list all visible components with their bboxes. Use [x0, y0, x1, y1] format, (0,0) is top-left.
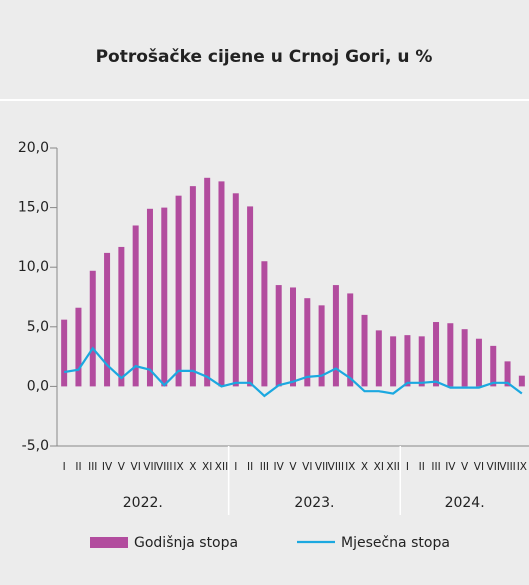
x-tick-label: V — [461, 461, 469, 473]
bar — [390, 336, 397, 387]
bar — [461, 329, 468, 387]
bar — [118, 246, 125, 387]
x-tick-label: VIII — [156, 461, 172, 473]
x-tick-label: IV — [102, 461, 113, 473]
x-tick-label: X — [361, 461, 368, 473]
x-tick-label: IV — [445, 461, 456, 473]
x-tick-label: II — [247, 461, 253, 473]
y-tick-label: 10,0 — [18, 259, 49, 275]
line — [63, 346, 523, 398]
x-tick-label: III — [88, 461, 97, 473]
x-tick-label: II — [419, 461, 425, 473]
bar — [318, 305, 325, 387]
bar — [146, 208, 153, 387]
x-group-label: 2024. — [445, 495, 485, 511]
x-tick-label: VI — [474, 461, 484, 473]
legend-label: Mjesečna stopa — [341, 535, 450, 551]
legend-swatch — [90, 537, 128, 548]
legend-label: Godišnja stopa — [134, 535, 238, 551]
x-tick-label: V — [118, 461, 126, 473]
x-tick-label: VIII — [499, 461, 515, 473]
bar — [189, 186, 196, 387]
x-tick-label: VI — [302, 461, 312, 473]
bar — [361, 314, 368, 387]
x-tick-label: III — [431, 461, 440, 473]
bar — [504, 361, 511, 387]
bar — [247, 206, 254, 387]
x-tick-label: I — [406, 461, 409, 473]
bar — [447, 323, 454, 387]
bar — [518, 375, 525, 387]
x-tick-label: VIII — [328, 461, 344, 473]
x-tick-label: IX — [173, 461, 183, 473]
bar — [304, 298, 311, 387]
x-tick-label: VII — [315, 461, 328, 473]
bar — [161, 207, 168, 387]
bar — [61, 319, 68, 387]
x-tick-label: VII — [143, 461, 156, 473]
bar — [347, 293, 354, 387]
x-tick-label: XII — [386, 461, 399, 473]
x-tick-label: X — [189, 461, 196, 473]
y-tick-label: -5,0 — [22, 438, 49, 454]
bar — [290, 287, 296, 387]
x-tick-label: IX — [517, 461, 527, 473]
bar — [418, 336, 425, 387]
bar — [204, 177, 211, 387]
bar — [490, 345, 497, 387]
chart-title: Potrošačke cijene u Crnoj Gori, u % — [96, 47, 433, 67]
bar — [89, 270, 96, 387]
x-tick-label: XI — [202, 461, 212, 473]
bar — [261, 261, 268, 387]
bar — [175, 195, 182, 387]
bar — [132, 225, 139, 387]
x-tick-label: XII — [215, 461, 228, 473]
x-tick-label: XI — [374, 461, 384, 473]
x-tick-label: IV — [274, 461, 285, 473]
x-tick-label: I — [63, 461, 66, 473]
bar — [433, 322, 440, 387]
bar — [404, 335, 411, 387]
bar — [75, 307, 82, 387]
bar — [375, 330, 382, 387]
x-tick-label: III — [260, 461, 269, 473]
x-tick-label: I — [234, 461, 237, 473]
bar — [104, 252, 111, 387]
bar — [232, 193, 239, 387]
bar — [218, 181, 225, 387]
y-tick-label: 5,0 — [27, 319, 49, 335]
bar — [275, 285, 282, 387]
x-group-label: 2023. — [294, 495, 334, 511]
y-tick-label: 20,0 — [18, 140, 49, 156]
x-tick-label: II — [75, 461, 81, 473]
x-tick-label: VII — [487, 461, 500, 473]
bar — [475, 338, 482, 387]
y-tick-label: 0,0 — [27, 378, 49, 394]
bar — [332, 285, 339, 387]
x-tick-label: IX — [345, 461, 355, 473]
x-tick-label: VI — [131, 461, 141, 473]
x-group-label: 2022. — [123, 495, 163, 511]
x-tick-label: V — [289, 461, 297, 473]
y-tick-label: 15,0 — [18, 200, 49, 216]
